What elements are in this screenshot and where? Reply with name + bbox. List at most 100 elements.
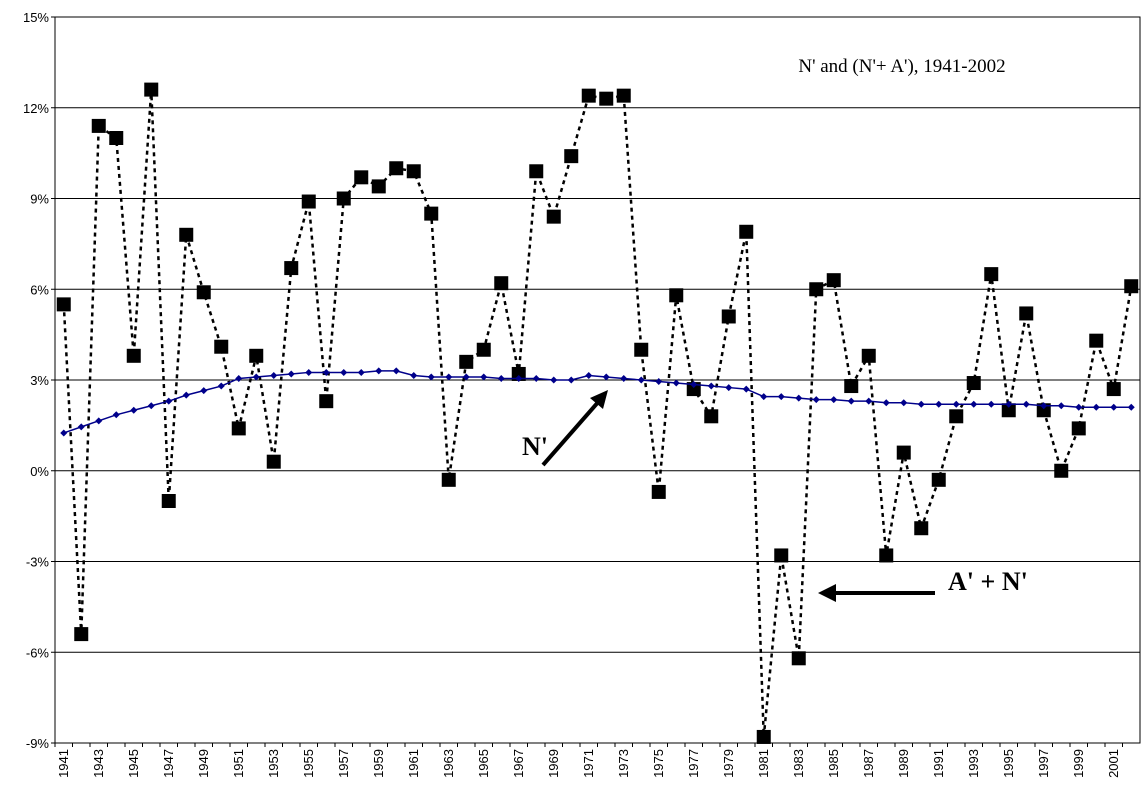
y-tick-label: -6% (26, 645, 50, 660)
marker (497, 374, 505, 382)
marker (287, 370, 295, 378)
marker (581, 88, 596, 103)
marker (914, 521, 929, 536)
marker (655, 378, 663, 386)
marker (966, 376, 981, 391)
x-tick-label: 1971 (581, 749, 596, 778)
marker (235, 374, 243, 382)
marker (826, 273, 841, 288)
marker (861, 348, 876, 363)
marker (774, 548, 789, 563)
marker (1001, 403, 1016, 418)
marker (480, 373, 488, 381)
marker (567, 376, 575, 384)
marker (95, 417, 103, 425)
x-tick-label: 1951 (231, 749, 246, 778)
y-tick-label: 3% (30, 373, 49, 388)
marker (74, 627, 89, 642)
marker (200, 387, 208, 395)
x-tick-label: 1987 (861, 749, 876, 778)
x-tick-label: 1945 (126, 749, 141, 778)
x-tick-label: 1973 (616, 749, 631, 778)
marker (336, 191, 351, 206)
marker (161, 494, 176, 508)
marker (357, 368, 365, 376)
marker (515, 374, 523, 382)
marker (529, 164, 544, 179)
marker (445, 373, 453, 381)
x-tick-label: 1963 (441, 749, 456, 778)
marker (319, 394, 334, 409)
marker (795, 394, 803, 402)
x-tick-label: 1947 (161, 749, 176, 778)
marker (462, 373, 470, 381)
marker (392, 367, 400, 375)
x-tick-label: 1969 (546, 749, 561, 778)
marker (301, 194, 316, 209)
marker (371, 179, 386, 194)
marker (179, 227, 194, 242)
marker (424, 206, 439, 221)
marker (949, 409, 964, 424)
x-tick-label: 1991 (931, 749, 946, 778)
x-tick-label: 1975 (651, 749, 666, 778)
marker (1040, 402, 1048, 410)
marker (1110, 403, 1118, 411)
marker (865, 397, 873, 405)
marker (651, 484, 666, 499)
marker (77, 423, 85, 431)
marker (1005, 400, 1013, 408)
marker (637, 376, 645, 384)
marker (931, 472, 946, 487)
x-tick-label: 1965 (476, 749, 491, 778)
marker (546, 209, 561, 224)
marker (704, 409, 719, 424)
marker (900, 399, 908, 407)
marker (721, 309, 736, 324)
marker (882, 399, 890, 407)
marker (511, 366, 526, 381)
marker (1022, 400, 1030, 408)
marker (1019, 306, 1034, 321)
x-tick-label: 1941 (56, 749, 71, 778)
marker (739, 224, 754, 239)
marker (585, 371, 593, 379)
marker (935, 400, 943, 408)
marker (1089, 333, 1104, 348)
marker (441, 472, 456, 487)
x-tick-label: 1995 (1001, 749, 1016, 778)
marker (970, 400, 978, 408)
plot: -9% -6% -3% 0% 3% 6% 9% 12% 15% 1941 1943 1945 1947 1… (23, 10, 1141, 778)
marker (1075, 403, 1083, 411)
marker (532, 374, 540, 382)
marker (879, 548, 894, 563)
marker (1057, 402, 1065, 410)
marker (427, 373, 435, 381)
marker (844, 379, 859, 394)
marker (109, 131, 124, 145)
marker (984, 267, 999, 282)
marker (830, 396, 838, 404)
marker (410, 371, 418, 379)
marker (60, 429, 68, 437)
marker (322, 368, 330, 376)
marker (742, 385, 750, 393)
marker (284, 261, 299, 276)
marker (112, 411, 120, 419)
marker (634, 342, 649, 357)
marker (217, 382, 225, 390)
marker (672, 379, 680, 387)
marker (305, 368, 313, 376)
marker (231, 421, 246, 436)
y-tick-label: -3% (26, 555, 50, 570)
x-tick-label: 1977 (686, 749, 701, 778)
x-tick-label: 1989 (896, 749, 911, 778)
series-line (62, 89, 1133, 738)
x-tick-label: 1949 (196, 749, 211, 778)
marker (406, 164, 421, 179)
marker (375, 367, 383, 375)
marker (266, 454, 281, 469)
marker (389, 161, 404, 176)
marker (725, 384, 733, 392)
marker (550, 376, 558, 384)
